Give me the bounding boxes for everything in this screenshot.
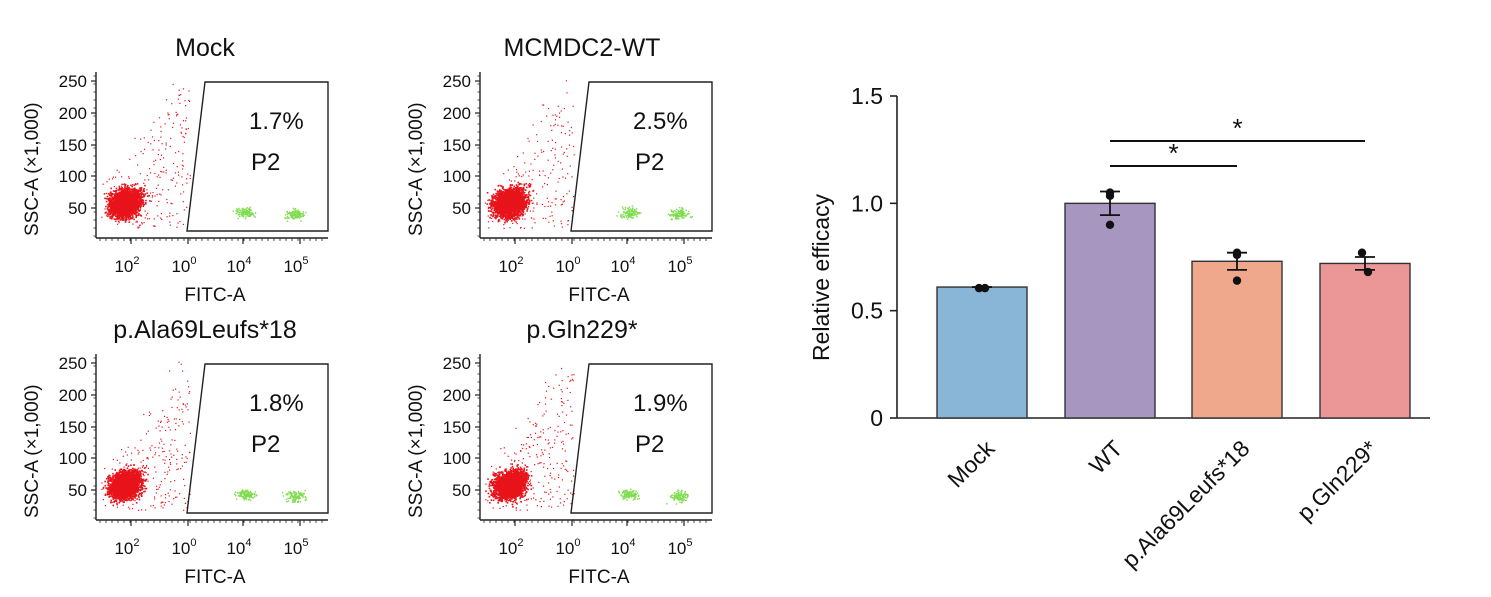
gate-polygon — [570, 363, 713, 514]
flow-x-tick-label: 105 — [667, 255, 692, 276]
flow-y-tick-label: 50 — [68, 481, 87, 500]
bar-y-tick-label: 1.0 — [851, 190, 883, 216]
flow-plot: 250 200 150 100 50 102 100 104 105 — [59, 354, 329, 558]
bar — [1191, 260, 1283, 419]
flow-y-tick-label: 250 — [443, 354, 471, 373]
flow-y-tick-label: 200 — [59, 104, 87, 123]
gate-percent: 1.8% — [249, 390, 304, 417]
bar-category-label: Mock — [942, 435, 1000, 493]
scatter-points — [485, 367, 689, 511]
flow-panel-title: MCMDC2-WT — [503, 34, 661, 62]
flow-x-tick-label: 104 — [610, 537, 635, 558]
flow-y-tick-label: 50 — [452, 481, 471, 500]
flow-plot: 250 200 150 100 50 102 100 104 105 — [443, 354, 713, 558]
flow-plot: 250 200 150 100 50 102 100 104 105 — [443, 72, 713, 276]
bar-y-tick-label: 1.5 — [851, 83, 883, 109]
flow-x-tick-label: 104 — [226, 537, 251, 558]
data-point — [1232, 250, 1242, 260]
gate-percent: 2.5% — [633, 108, 688, 135]
bar-category-label: p.Gln229* — [1292, 435, 1383, 526]
flow-x-tick-label: 100 — [555, 255, 580, 276]
flow-x-tick-label: 100 — [555, 537, 580, 558]
flow-y-tick-label: 150 — [59, 136, 87, 155]
flow-y-tick-label: 100 — [59, 449, 87, 468]
scatter-points — [101, 83, 307, 229]
flow-panel-title: Mock — [175, 34, 235, 62]
flow-y-tick-label: 250 — [59, 354, 87, 373]
flow-y-tick-label: 200 — [443, 386, 471, 405]
data-point — [1363, 267, 1373, 277]
flow-panel: 250 200 150 100 50 102 100 104 105 p.Gln229* SSC-A… — [384, 282, 768, 588]
flow-panel: 250 200 150 100 50 102 100 104 105 p.Ala69Leufs*1… — [0, 282, 384, 588]
scatter-points — [101, 361, 308, 511]
bar — [936, 286, 1028, 419]
data-point — [1232, 276, 1242, 285]
flow-plot: 250 200 150 100 50 102 100 104 105 — [59, 72, 329, 276]
flow-y-tick-label: 200 — [59, 386, 87, 405]
significance-star: * — [1168, 138, 1178, 168]
flow-y-tick-label: 100 — [59, 167, 87, 186]
gate-percent: 1.9% — [633, 390, 688, 417]
flow-y-tick-label: 150 — [443, 136, 471, 155]
gate-polygon — [570, 81, 713, 232]
bar — [1319, 262, 1411, 419]
scatter-points — [484, 80, 693, 230]
flow-xlabel: FITC-A — [184, 285, 246, 306]
flow-xlabel: FITC-A — [568, 567, 630, 588]
flow-y-tick-label: 200 — [443, 104, 471, 123]
flow-xlabel: FITC-A — [568, 285, 630, 306]
flow-panel: 250 200 150 100 50 102 100 104 105 MCMDC2-WT SSC-A… — [384, 0, 768, 306]
flow-x-tick-label: 100 — [171, 537, 196, 558]
flow-y-tick-label: 250 — [443, 72, 471, 91]
flow-y-tick-label: 100 — [443, 449, 471, 468]
flow-y-tick-label: 250 — [59, 72, 87, 91]
data-point — [974, 283, 984, 293]
flow-y-tick-label: 150 — [59, 418, 87, 437]
gate-label: P2 — [635, 431, 665, 458]
flow-x-tick-label: 102 — [114, 537, 139, 558]
gate-label: P2 — [251, 149, 281, 176]
flow-x-tick-label: 102 — [498, 537, 523, 558]
flow-x-tick-label: 102 — [498, 255, 523, 276]
flow-y-tick-label: 100 — [443, 167, 471, 186]
flow-x-tick-label: 104 — [610, 255, 635, 276]
gate-polygon — [186, 81, 329, 232]
significance-star: * — [1232, 113, 1242, 143]
flow-x-tick-label: 102 — [114, 255, 139, 276]
gate-percent: 1.7% — [249, 108, 304, 135]
gate-label: P2 — [635, 149, 665, 176]
flow-panel-title: p.Gln229* — [526, 316, 638, 344]
data-point — [1357, 248, 1367, 257]
bar-category-label: WT — [1084, 435, 1128, 479]
flow-y-tick-label: 150 — [443, 418, 471, 437]
gate-label: P2 — [251, 431, 281, 458]
flow-y-tick-label: 50 — [452, 199, 471, 218]
flow-x-tick-label: 105 — [667, 537, 692, 558]
flow-panel: 250 200 150 100 50 102 100 104 105 Mock SSC-A (×1,… — [0, 0, 384, 306]
flow-x-tick-label: 105 — [283, 255, 308, 276]
bar-y-tick-label: 0.5 — [851, 298, 883, 324]
data-point — [1105, 191, 1115, 201]
bar-y-tick-label: 0 — [870, 405, 883, 431]
data-point — [980, 283, 990, 293]
bar-category-label: p.Ala69Leufs*18 — [1117, 435, 1255, 573]
flow-x-tick-label: 105 — [283, 537, 308, 558]
flow-xlabel: FITC-A — [184, 567, 246, 588]
flow-x-tick-label: 104 — [226, 255, 251, 276]
gate-polygon — [186, 363, 329, 514]
flow-panel-title: p.Ala69Leufs*18 — [113, 316, 297, 344]
bar — [1064, 202, 1156, 419]
data-point — [1105, 220, 1115, 229]
flow-y-tick-label: 50 — [68, 199, 87, 218]
flow-x-tick-label: 100 — [171, 255, 196, 276]
